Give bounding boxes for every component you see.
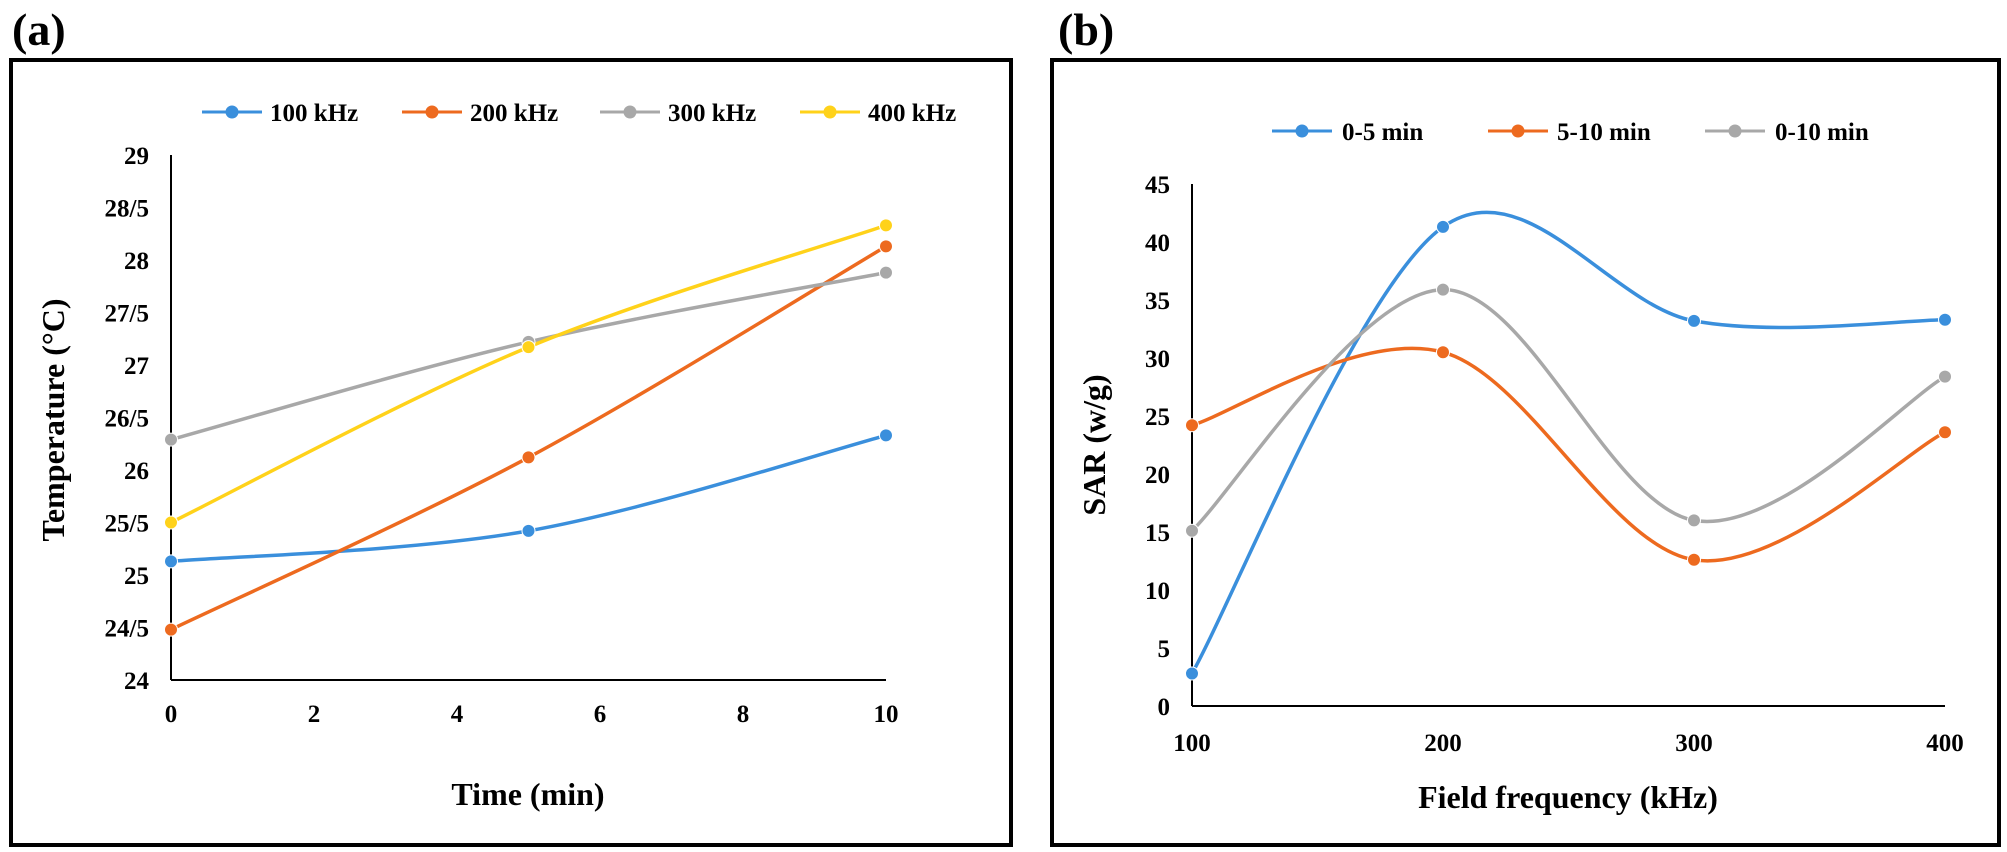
y-tick-label-a-4: 26 <box>124 458 149 485</box>
legend-b-label-0: 0-5 min <box>1342 119 1423 146</box>
x-tick-label-a-2: 4 <box>451 701 464 728</box>
y-axis-title-b: SAR (w/g) <box>1076 374 1112 515</box>
panel-a-label: (a) <box>12 4 66 55</box>
point-a-2-2 <box>879 265 893 280</box>
panel-a-frame <box>9 58 1013 847</box>
panel-b-frame <box>1050 58 2001 847</box>
x-tick-label-a-5: 10 <box>874 701 899 728</box>
point-a-3-1 <box>521 340 536 355</box>
panel-a-plot <box>164 218 893 637</box>
panel-b-x-ticks: 100 200 300 400 <box>1173 730 1964 757</box>
panel-b-plot <box>1185 210 1952 681</box>
legend-a-marker-3 <box>823 105 837 119</box>
legend-b-marker-2 <box>1728 124 1742 138</box>
y-tick-label-b-6: 30 <box>1145 346 1170 373</box>
y-tick-label-b-1: 5 <box>1158 636 1171 663</box>
point-b-0-0 <box>1185 666 1199 681</box>
panel-b-legend: 0-5 min 5-10 min 0-10 min <box>1272 119 1869 146</box>
point-b-2-3 <box>1938 369 1952 384</box>
x-axis-title-a: Time (min) <box>451 776 604 812</box>
y-tick-label-a-5: 26/5 <box>105 406 149 433</box>
y-axis-title-a: Temperature (°C) <box>35 299 71 542</box>
point-a-3-2 <box>879 218 893 233</box>
panel-b-y-ticks: 0 5 10 15 20 25 30 35 40 45 <box>1145 172 1170 721</box>
line-b-0 <box>1190 210 1946 675</box>
panel-a-x-ticks: 0 2 4 6 8 10 <box>165 701 899 728</box>
legend-a-label-3: 400 kHz <box>868 100 956 127</box>
point-a-1-0 <box>164 622 178 637</box>
x-tick-label-b-0: 100 <box>1173 730 1211 757</box>
legend-a-marker-1 <box>425 105 439 119</box>
point-a-0-0 <box>164 554 178 569</box>
legend-a-label-2: 300 kHz <box>668 100 756 127</box>
y-tick-label-a-10: 29 <box>124 143 149 170</box>
line-b-1 <box>1191 346 1946 563</box>
x-tick-label-a-0: 0 <box>165 701 178 728</box>
y-tick-label-b-8: 40 <box>1145 230 1170 257</box>
x-tick-label-a-4: 8 <box>737 701 750 728</box>
point-a-1-1 <box>521 450 536 465</box>
legend-a-marker-0 <box>225 105 239 119</box>
point-a-1-2 <box>879 239 893 254</box>
legend-a-label-1: 200 kHz <box>470 100 558 127</box>
point-b-2-2 <box>1687 513 1701 528</box>
y-tick-label-a-2: 25 <box>124 563 149 590</box>
point-b-0-3 <box>1938 312 1952 327</box>
panel-a-y-ticks: 24 24/5 25 25/5 26 26/5 27 27/5 28 28/5 … <box>105 143 150 695</box>
legend-b-label-2: 0-10 min <box>1775 119 1869 146</box>
legend-b-marker-1 <box>1511 124 1525 138</box>
y-tick-label-b-9: 45 <box>1145 172 1170 199</box>
point-a-2-0 <box>164 432 178 447</box>
x-tick-label-b-3: 400 <box>1926 730 1964 757</box>
y-tick-label-a-8: 28 <box>124 248 149 275</box>
point-b-1-0 <box>1185 418 1199 433</box>
y-tick-label-b-4: 20 <box>1145 462 1170 489</box>
y-tick-label-a-0: 24 <box>124 668 150 695</box>
y-tick-label-b-3: 15 <box>1145 520 1170 547</box>
point-a-0-1 <box>521 523 536 538</box>
point-a-3-0 <box>164 515 178 530</box>
y-tick-label-a-7: 27/5 <box>105 301 149 328</box>
x-tick-label-b-2: 300 <box>1675 730 1713 757</box>
y-tick-label-b-5: 25 <box>1145 404 1170 431</box>
panel-b-label: (b) <box>1058 4 1114 55</box>
line-b-2 <box>1190 287 1946 533</box>
point-b-0-1 <box>1436 219 1450 234</box>
y-tick-label-a-6: 27 <box>124 353 149 380</box>
y-tick-label-b-2: 10 <box>1145 578 1170 605</box>
y-tick-label-a-3: 25/5 <box>105 511 149 538</box>
legend-b-label-1: 5-10 min <box>1557 119 1651 146</box>
legend-b-marker-0 <box>1295 124 1309 138</box>
point-b-1-1 <box>1436 345 1450 360</box>
legend-a-label-0: 100 kHz <box>270 100 358 127</box>
point-a-0-2 <box>879 428 893 443</box>
x-tick-label-a-3: 6 <box>594 701 607 728</box>
legend-a-marker-2 <box>623 105 637 119</box>
point-b-1-3 <box>1938 425 1952 440</box>
panel-a-legend: 100 kHz 200 kHz 300 kHz 400 kHz <box>202 100 956 127</box>
y-tick-label-a-1: 24/5 <box>105 616 149 643</box>
panel-a: (a) 100 kHz 200 kHz 300 kHz 400 kHz 24 2… <box>9 4 1013 847</box>
point-b-0-2 <box>1687 313 1701 328</box>
y-tick-label-a-9: 28/5 <box>105 196 149 223</box>
x-tick-label-b-1: 200 <box>1424 730 1462 757</box>
x-axis-title-b: Field frequency (kHz) <box>1418 779 1718 815</box>
point-b-1-2 <box>1687 552 1701 567</box>
panel-b: (b) 0-5 min 5-10 min 0-10 min 0 5 10 15 … <box>1050 4 2001 847</box>
point-b-2-0 <box>1185 523 1199 538</box>
y-tick-label-b-0: 0 <box>1158 694 1171 721</box>
x-tick-label-a-1: 2 <box>308 701 321 728</box>
point-b-2-1 <box>1436 282 1450 297</box>
y-tick-label-b-7: 35 <box>1145 288 1170 315</box>
